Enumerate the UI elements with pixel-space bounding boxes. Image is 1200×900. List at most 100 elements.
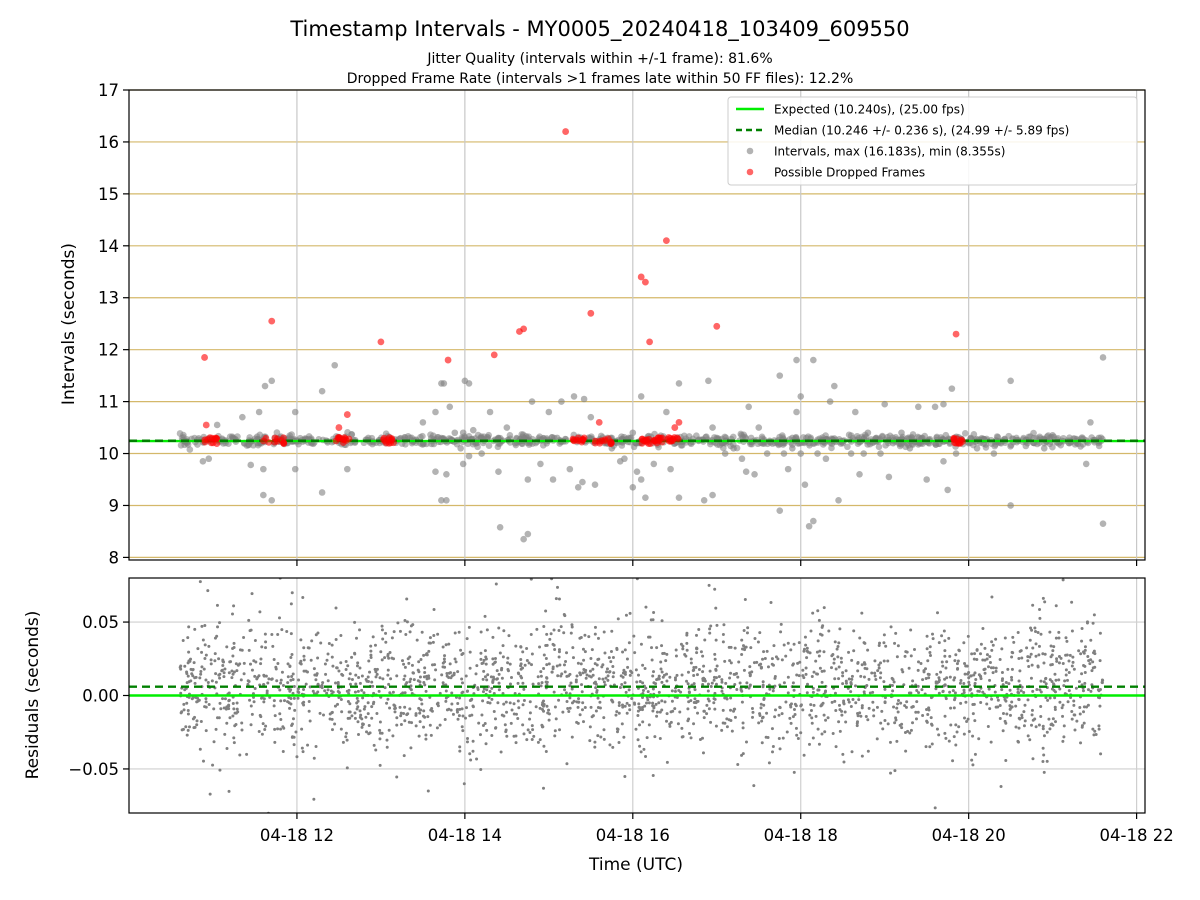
interval-point — [261, 382, 269, 390]
residual-point — [580, 708, 584, 712]
residual-point — [403, 705, 407, 709]
residual-point — [895, 706, 899, 710]
intervals-y-tick-label: 12 — [98, 341, 119, 360]
residual-point — [306, 743, 310, 747]
residual-point — [368, 670, 372, 674]
residual-point — [641, 681, 645, 685]
residual-point — [943, 677, 947, 681]
residual-point — [287, 701, 291, 705]
residual-point — [260, 732, 264, 736]
residual-point — [257, 730, 261, 734]
residual-point — [291, 691, 295, 695]
residual-point — [1085, 705, 1089, 709]
residual-point — [596, 696, 600, 700]
residual-point — [928, 645, 932, 649]
residual-point — [218, 676, 222, 680]
residual-point — [774, 655, 778, 659]
residual-point — [478, 733, 482, 737]
residual-point — [797, 674, 801, 678]
residual-point — [593, 625, 597, 629]
residual-point — [1010, 667, 1014, 671]
residual-point — [1070, 629, 1074, 633]
residual-point — [542, 653, 546, 657]
residual-point — [837, 703, 841, 707]
residual-point — [1042, 753, 1046, 757]
residual-point — [1042, 661, 1046, 665]
residual-point — [545, 704, 549, 708]
residual-point — [1061, 703, 1065, 707]
residual-point — [185, 681, 189, 685]
residual-point — [395, 775, 399, 779]
residual-point — [263, 632, 267, 636]
residual-point — [1008, 688, 1012, 692]
residual-point — [262, 683, 266, 687]
residual-point — [565, 651, 569, 655]
residual-point — [532, 734, 536, 738]
residual-point — [627, 703, 631, 707]
residual-point — [717, 675, 721, 679]
residual-point — [895, 739, 899, 743]
residual-point — [217, 657, 221, 661]
residual-point — [1067, 659, 1071, 663]
residual-point — [347, 688, 351, 692]
residual-point — [294, 730, 298, 734]
residual-point — [856, 714, 860, 718]
residual-point — [866, 718, 870, 722]
interval-point — [404, 433, 412, 440]
residual-point — [179, 667, 183, 671]
residual-point — [628, 708, 632, 712]
residual-point — [748, 684, 752, 688]
residual-point — [186, 709, 190, 713]
residual-point — [262, 673, 266, 677]
residual-point — [859, 714, 863, 718]
residual-point — [829, 666, 833, 670]
interval-point — [1049, 432, 1056, 439]
residual-point — [985, 702, 989, 706]
residual-point — [702, 664, 706, 668]
residual-point — [363, 705, 367, 709]
residual-point — [877, 644, 881, 648]
residual-point — [272, 658, 276, 662]
residual-point — [454, 660, 458, 664]
residual-point — [615, 710, 619, 714]
residual-point — [278, 688, 282, 692]
residual-point — [956, 659, 960, 663]
residual-point — [1043, 600, 1047, 604]
residual-point — [450, 691, 454, 695]
residual-point — [994, 666, 998, 670]
residual-point — [868, 691, 872, 695]
residual-point — [307, 709, 311, 713]
residual-point — [701, 683, 705, 687]
residual-point — [616, 730, 620, 734]
residual-point — [576, 705, 580, 709]
residual-point — [208, 792, 212, 796]
residual-point — [483, 649, 487, 653]
residual-point — [426, 715, 430, 719]
residual-point — [720, 680, 724, 684]
residual-point — [1083, 645, 1087, 649]
residual-point — [1023, 703, 1027, 707]
residual-point — [851, 697, 855, 701]
residual-point — [366, 701, 370, 705]
residual-point — [459, 648, 463, 652]
residual-point — [947, 739, 951, 743]
residual-point — [313, 673, 317, 677]
residual-point — [651, 709, 655, 713]
residual-point — [973, 752, 977, 756]
residual-point — [1017, 697, 1021, 701]
residual-point — [937, 680, 941, 684]
interval-point — [952, 450, 960, 457]
residual-point — [849, 704, 853, 708]
residual-point — [288, 664, 292, 668]
residual-point — [804, 672, 808, 676]
residual-point — [693, 706, 697, 710]
residual-point — [186, 728, 190, 732]
interval-point — [318, 387, 326, 395]
residual-point — [378, 728, 382, 732]
residual-point — [746, 626, 750, 630]
residual-point — [540, 681, 544, 685]
residual-point — [557, 698, 561, 702]
residual-point — [612, 671, 616, 675]
chart-subtitle-jitter: Jitter Quality (intervals within +/-1 fr… — [426, 51, 772, 67]
residual-point — [680, 673, 684, 677]
